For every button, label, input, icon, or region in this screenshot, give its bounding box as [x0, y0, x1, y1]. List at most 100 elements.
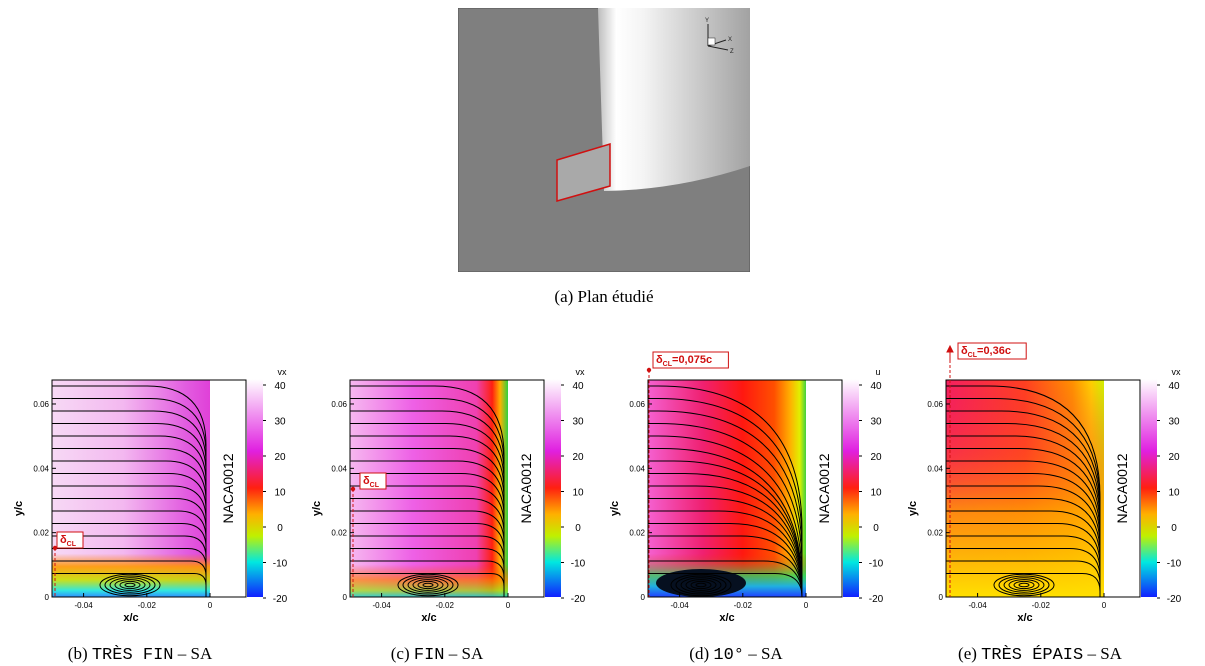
delta-label: δCL	[363, 475, 380, 489]
delta-subscript: CL	[663, 361, 673, 368]
colorbar-tick-label: -10	[571, 559, 586, 570]
streamline	[946, 573, 1101, 597]
streamline	[350, 435, 505, 597]
caption: (c) FIN – SA	[391, 644, 483, 665]
streamline	[52, 435, 207, 597]
frame	[349, 379, 545, 598]
panel: NACA0012 -0.04 -0.02 0 0 0.02 0.04 0.06 x/c y/c vx…	[13, 367, 288, 624]
colorbar-tick-label: -20	[571, 594, 586, 605]
delta-subscript: CL	[370, 482, 380, 489]
streamline	[946, 398, 1101, 597]
wing-surface	[598, 8, 750, 191]
y-axis-label: y/c	[907, 501, 919, 516]
caption-text: Plan étudié	[577, 287, 654, 306]
delta-symbol: δ	[961, 345, 968, 357]
vortex-line	[680, 577, 722, 593]
x-tick-label: 0	[506, 601, 511, 610]
streamline	[946, 423, 1101, 597]
vortex-line	[417, 580, 439, 590]
wall-label: NACA0012	[1114, 453, 1130, 523]
streamline	[52, 398, 207, 597]
y-axis-label: y/c	[609, 501, 621, 516]
colorbar-tick-label: 20	[1168, 452, 1180, 463]
vortex-line	[1018, 582, 1030, 588]
x-tick-label: -0.02	[734, 601, 753, 610]
streamline	[52, 523, 207, 597]
streamline	[350, 498, 505, 597]
colorbar-tick-label: -10	[869, 559, 884, 570]
x-axis-label: x/c	[421, 612, 436, 624]
caption-label: (b)	[67, 644, 88, 663]
caption-label: (e)	[958, 644, 977, 663]
colorbar-tick-label: 0	[575, 523, 581, 534]
caption: (d) 10° – SA	[689, 644, 782, 665]
render-3d: Y X Z	[458, 8, 750, 272]
streamline	[648, 385, 803, 597]
streamline	[52, 510, 207, 597]
colorbar-tick-label: -10	[273, 559, 288, 570]
caption-label: (d)	[689, 644, 710, 663]
caption-label: (a)	[554, 287, 574, 306]
x-axis-label: x/c	[123, 612, 138, 624]
caption-code: TRÈS FIN	[91, 646, 174, 665]
colorbar-tick-label: 40	[870, 381, 882, 392]
streamline	[52, 548, 207, 597]
caption-code: FIN	[413, 646, 445, 665]
field-overlay	[52, 380, 210, 597]
x-tick-label: -0.02	[138, 601, 157, 610]
x-tick-label: -0.02	[436, 601, 455, 610]
vortex-line	[124, 582, 136, 588]
streamline	[350, 535, 505, 597]
colorbar-tick-label: 0	[277, 523, 283, 534]
caption-a: (a) Plan étudié	[554, 287, 653, 307]
x-tick-label: -0.04	[968, 601, 987, 610]
colorbar-tick-label: 40	[274, 381, 286, 392]
streamlines	[52, 385, 207, 597]
vortex-line	[109, 577, 151, 593]
streamline	[52, 410, 207, 597]
colorbar-tick-label: -20	[869, 594, 884, 605]
colorbar-tick-label: 30	[572, 417, 584, 428]
panel: NACA0012 -0.04 -0.02 0 0 0.02 0.04 0.06 x/c y/c u 4…	[609, 351, 884, 624]
x-tick-label: -0.02	[1032, 601, 1051, 610]
delta-arrow	[946, 344, 954, 360]
vortex-line	[670, 573, 732, 597]
caption: (e) TRÈS ÉPAIS – SA	[958, 644, 1122, 665]
colorbar-tick-label: -20	[1167, 594, 1182, 605]
caption-code: TRÈS ÉPAIS	[981, 646, 1084, 665]
caption: (b) TRÈS FIN – SA	[68, 644, 212, 665]
colorbar	[1141, 379, 1157, 597]
y-tick-label: 0	[641, 593, 646, 602]
vortex-line	[407, 577, 449, 593]
delta-label: δCL=0,075c	[656, 354, 712, 368]
y-tick-label: 0.04	[33, 464, 49, 473]
y-tick-label: 0.02	[629, 529, 645, 538]
colorbar-tick-label: 10	[870, 488, 882, 499]
frame	[945, 379, 1141, 598]
streamline	[946, 435, 1101, 597]
colorbar-tick-label: 20	[870, 452, 882, 463]
x-tick-label: 0	[1102, 601, 1107, 610]
colorbar	[247, 379, 263, 597]
streamline	[946, 385, 1101, 597]
frame	[647, 379, 843, 598]
y-tick-label: 0.06	[331, 400, 347, 409]
streamline	[52, 473, 207, 597]
colorbar-title: u	[875, 367, 880, 377]
vortex-line	[119, 580, 141, 590]
vortex-line	[685, 579, 717, 591]
study-plane	[556, 142, 611, 202]
streamline	[52, 498, 207, 597]
delta-dot	[350, 486, 356, 492]
vortex-line	[412, 579, 444, 591]
axis-triad: Y X Z	[705, 18, 734, 55]
streamline	[946, 448, 1101, 597]
streamline	[350, 560, 505, 597]
colorbar-title: vx	[1172, 367, 1182, 377]
x-tick-label: -0.04	[74, 601, 93, 610]
vortex-line	[402, 575, 454, 595]
colorbar-tick-label: 10	[1168, 488, 1180, 499]
colorbar-tick-label: 30	[1168, 417, 1180, 428]
streamline	[350, 448, 505, 597]
delta-dot	[52, 545, 58, 551]
